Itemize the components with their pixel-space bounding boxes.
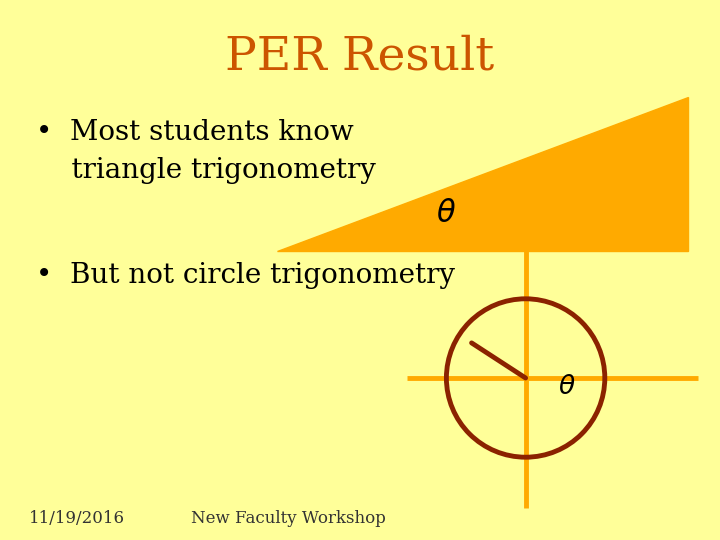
Text: 11/19/2016: 11/19/2016 xyxy=(29,510,125,527)
Text: $\theta$: $\theta$ xyxy=(436,198,456,229)
Text: •  Most students know: • Most students know xyxy=(36,119,354,146)
Polygon shape xyxy=(277,97,688,251)
Text: New Faculty Workshop: New Faculty Workshop xyxy=(191,510,385,527)
Text: triangle trigonometry: triangle trigonometry xyxy=(36,157,376,184)
Text: PER Result: PER Result xyxy=(225,34,495,79)
Text: $\theta$: $\theta$ xyxy=(558,374,576,399)
Text: •  But not circle trigonometry: • But not circle trigonometry xyxy=(36,262,455,289)
